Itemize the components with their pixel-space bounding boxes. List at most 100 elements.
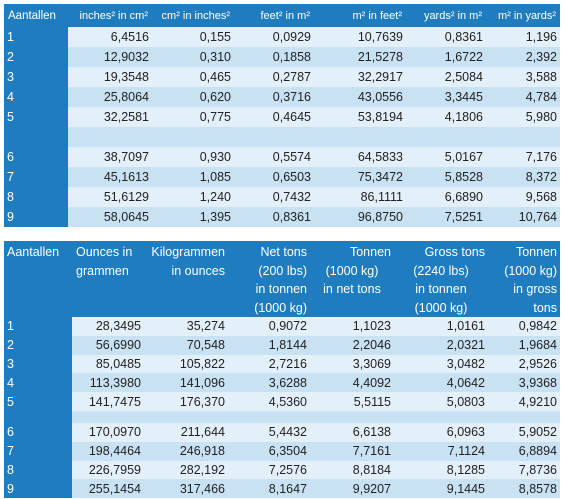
row-quantity-label: 7 — [4, 167, 68, 187]
row-quantity-label: 6 — [4, 147, 68, 167]
table-cell: 6,6138 — [310, 422, 394, 442]
table-row: 8 226,7959 282,192 7,2576 8,8184 8,1285 7,8736 — [4, 460, 560, 480]
table-cell: 10,764 — [486, 207, 560, 227]
table-row: 9 58,0645 1,395 0,8361 96,8750 7,5251 10,764 — [4, 207, 560, 227]
table-cell: 7,7161 — [310, 441, 394, 461]
group-spacer — [4, 127, 560, 147]
table-cell: 7,2576 — [228, 460, 310, 480]
table-cell: 21,5278 — [314, 47, 406, 67]
header-line: (1000 kg) — [504, 263, 557, 278]
table-cell: 8,8184 — [310, 460, 394, 480]
row-quantity-label: 3 — [4, 67, 68, 87]
table-cell: 5,5115 — [310, 392, 394, 411]
table-cell: 86,1111 — [314, 187, 406, 207]
row-quantity-label: 8 — [4, 460, 72, 480]
table-row: 7 198,4464 246,918 6,3504 7,7161 7,1124 6,8894 — [4, 441, 560, 461]
table-cell: 246,918 — [144, 441, 228, 461]
table-cell: 0,310 — [152, 47, 234, 67]
table-cell: 45,1613 — [68, 167, 152, 187]
table-cell: 10,7639 — [314, 27, 406, 47]
spacer-cell — [72, 410, 144, 423]
table-cell: 8,1647 — [228, 479, 310, 499]
table-cell: 35,274 — [144, 317, 228, 336]
table-row: 6 170,0970 211,644 5,4432 6,6138 6,0963 5,9052 — [4, 422, 560, 442]
header-line: Tonnen — [349, 245, 391, 259]
table-cell: 0,3716 — [234, 87, 314, 107]
header-inches2-in-cm2: inches² in cm² — [68, 4, 152, 27]
header-m2-in-yards2: m² in yards² — [486, 4, 560, 27]
table-cell: 0,1858 — [234, 47, 314, 67]
row-quantity-label: 1 — [4, 27, 68, 47]
table-cell: 7,5251 — [406, 207, 486, 227]
table-cell: 8,8578 — [488, 479, 560, 499]
row-quantity-label: 2 — [4, 47, 68, 67]
area-conversion-table: Aantallen inches² in cm² cm² in inches² … — [4, 4, 560, 227]
table-row: 8 51,6129 1,240 0,7432 86,1111 6,6890 9,568 — [4, 187, 560, 207]
table-row: 7 45,1613 1,085 0,6503 75,3472 5,8528 8,372 — [4, 167, 560, 187]
header-line: (1000 kg) — [325, 263, 379, 278]
header-line: (2240 lbs) — [413, 263, 469, 278]
spacer-cell — [310, 410, 394, 423]
table-cell: 255,1454 — [72, 479, 144, 499]
header-net-tons-in-tonnen: Net tons (200 lbs) in tonnen (1000 kg) — [228, 241, 310, 317]
table-cell: 317,466 — [144, 479, 228, 499]
table-cell: 282,192 — [144, 460, 228, 480]
row-quantity-label: 7 — [4, 441, 72, 461]
table-cell: 9,9207 — [310, 479, 394, 499]
table-cell: 53,8194 — [314, 107, 406, 127]
header-line: tons — [533, 300, 557, 315]
table-cell: 58,0645 — [68, 207, 152, 227]
table-cell: 0,8361 — [234, 207, 314, 227]
table-header-row: Aantallen Ounces in grammen Kilogrammen … — [4, 241, 560, 317]
header-line: in gross — [513, 282, 557, 296]
table-cell: 3,3445 — [406, 87, 486, 107]
table-cell: 9,1445 — [394, 479, 488, 499]
table-cell: 2,7216 — [228, 354, 310, 374]
table-cell: 4,4092 — [310, 373, 394, 393]
table-cell: 3,6288 — [228, 373, 310, 393]
table-cell: 4,1806 — [406, 107, 486, 127]
header-line: (1000 kg) — [254, 300, 307, 315]
header-line: Net tons — [260, 245, 307, 259]
header-line: Ounces in — [76, 245, 133, 259]
group-spacer — [4, 410, 560, 423]
table-row: 5 141,7475 176,370 4,5360 5,5115 5,0803 4,9210 — [4, 392, 560, 411]
mass-conversion-table: Aantallen Ounces in grammen Kilogrammen … — [4, 241, 560, 499]
table-cell: 1,8144 — [228, 335, 310, 355]
table-cell: 198,4464 — [72, 441, 144, 461]
header-line: grammen — [76, 263, 129, 278]
table-cell: 3,588 — [486, 67, 560, 87]
table-cell: 0,775 — [152, 107, 234, 127]
table-cell: 7,176 — [486, 147, 560, 167]
header-aantallen: Aantallen — [4, 4, 68, 27]
table-cell: 211,644 — [144, 422, 228, 442]
header-feet2-in-m2: feet² in m² — [234, 4, 314, 27]
table-cell: 0,0929 — [234, 27, 314, 47]
table-row: 4 25,8064 0,620 0,3716 43,0556 3,3445 4,784 — [4, 87, 560, 107]
spacer-cell — [406, 127, 486, 147]
spacer-cell — [4, 127, 68, 147]
table-cell: 226,7959 — [72, 460, 144, 480]
table-cell: 0,2787 — [234, 67, 314, 87]
table-cell: 2,392 — [486, 47, 560, 67]
table-row: 1 6,4516 0,155 0,0929 10,7639 0,8361 1,196 — [4, 27, 560, 47]
header-line: Kilogrammen — [151, 245, 225, 259]
table-cell: 141,7475 — [72, 392, 144, 411]
table-cell: 7,8736 — [488, 460, 560, 480]
table-cell: 6,8894 — [488, 441, 560, 461]
table-cell: 6,6890 — [406, 187, 486, 207]
table-cell: 32,2581 — [68, 107, 152, 127]
header-line: in tonnen — [415, 282, 467, 296]
table-cell: 1,240 — [152, 187, 234, 207]
table-cell: 70,548 — [144, 335, 228, 355]
row-quantity-label: 3 — [4, 354, 72, 374]
header-line: in ounces — [171, 263, 225, 278]
table-cell: 43,0556 — [314, 87, 406, 107]
table-cell: 5,0803 — [394, 392, 488, 411]
table-cell: 0,155 — [152, 27, 234, 47]
header-line: in net tons — [323, 282, 381, 296]
table-row: 3 19,3548 0,465 0,2787 32,2917 2,5084 3,588 — [4, 67, 560, 87]
table-cell: 8,372 — [486, 167, 560, 187]
table-cell: 3,9368 — [488, 373, 560, 393]
row-quantity-label: 4 — [4, 373, 72, 393]
